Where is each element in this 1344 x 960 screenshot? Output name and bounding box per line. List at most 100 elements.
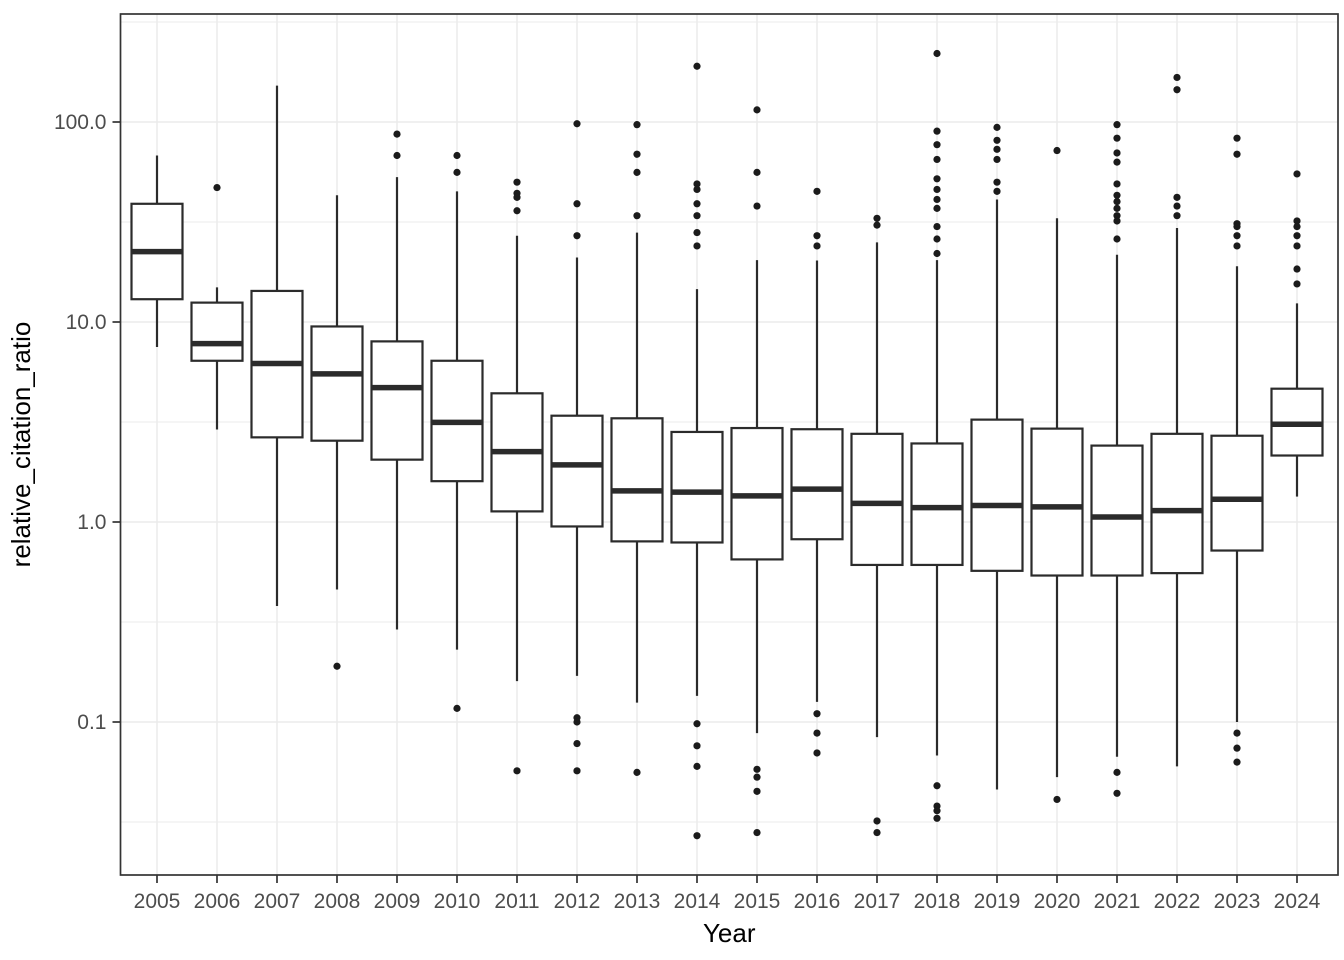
- iqr-box: [1150, 432, 1204, 575]
- outlier-point: [1053, 795, 1061, 804]
- outlier-point: [933, 175, 941, 183]
- outlier-point: [1233, 729, 1241, 737]
- outlier-point: [453, 704, 461, 712]
- outlier-point: [993, 155, 1001, 164]
- boxplot-year-2013: [610, 121, 664, 776]
- outlier-point: [513, 767, 521, 775]
- outlier-point: [1113, 149, 1121, 157]
- x-axis-tick-label: 2014: [674, 890, 721, 913]
- outlier-point: [813, 729, 821, 737]
- outlier-point: [1293, 170, 1301, 178]
- outlier-point: [993, 136, 1001, 144]
- x-axis-tick-label: 2011: [494, 890, 539, 913]
- outlier-point: [633, 168, 641, 176]
- x-axis-tick-label: 2009: [374, 890, 421, 913]
- outlier-point: [393, 151, 401, 160]
- outlier-point: [693, 62, 701, 70]
- outlier-point: [1173, 73, 1181, 82]
- x-axis-tick-label: 2012: [554, 890, 601, 913]
- iqr-box: [1090, 444, 1144, 577]
- outlier-point: [993, 187, 1001, 195]
- outlier-point: [753, 168, 761, 176]
- y-axis-tick-label: 1.0: [77, 511, 106, 534]
- outlier-point: [753, 787, 761, 795]
- boxplot-year-2007: [250, 85, 304, 607]
- boxplot-year-2008: [310, 195, 364, 670]
- x-axis-tick-label: 2020: [1034, 890, 1081, 913]
- boxplot-year-2022: [1150, 73, 1204, 767]
- outlier-point: [1113, 121, 1121, 129]
- y-axis-tick-label: 0.1: [77, 711, 106, 734]
- outlier-point: [693, 228, 701, 237]
- outlier-point: [1173, 212, 1181, 220]
- boxplot-year-2018: [910, 49, 964, 822]
- iqr-box: [910, 442, 964, 567]
- x-axis-tick-label: 2019: [974, 890, 1021, 913]
- outlier-point: [693, 720, 701, 728]
- boxplot-year-2024: [1270, 170, 1324, 497]
- iqr-box: [1030, 427, 1084, 577]
- outlier-point: [753, 773, 761, 781]
- outlier-point: [333, 662, 341, 670]
- outlier-point: [573, 200, 581, 208]
- boxplot-year-2015: [730, 106, 784, 837]
- outlier-point: [513, 207, 521, 215]
- outlier-point: [633, 768, 641, 776]
- outlier-point: [633, 212, 641, 220]
- outlier-point: [813, 242, 821, 250]
- boxplot-year-2010: [430, 151, 484, 712]
- x-axis-tick-label: 2016: [794, 890, 841, 913]
- outlier-point: [1233, 222, 1241, 231]
- iqr-box: [550, 414, 604, 528]
- outlier-point: [753, 828, 761, 837]
- x-axis-tick-label: 2010: [434, 890, 481, 913]
- x-axis-tick-label: 2023: [1214, 890, 1261, 913]
- outlier-point: [873, 828, 881, 837]
- outlier-point: [693, 185, 701, 194]
- outlier-point: [633, 121, 641, 129]
- outlier-point: [393, 130, 401, 138]
- outlier-point: [1113, 217, 1121, 225]
- boxplot-year-2011: [490, 178, 544, 775]
- outlier-point: [513, 193, 521, 201]
- outlier-point: [753, 765, 761, 773]
- outlier-point: [993, 123, 1001, 131]
- boxplot-year-2017: [850, 214, 904, 837]
- boxplot-year-2021: [1090, 121, 1144, 797]
- y-axis-tick-label: 10.0: [66, 311, 107, 334]
- iqr-box: [190, 301, 244, 362]
- iqr-box: [370, 340, 424, 461]
- iqr-box: [610, 417, 664, 543]
- boxplot-year-2020: [1030, 146, 1084, 804]
- outlier-point: [1113, 204, 1121, 212]
- outlier-point: [693, 212, 701, 220]
- boxplot-year-2006: [190, 183, 244, 430]
- outlier-point: [573, 120, 581, 128]
- outlier-point: [933, 49, 941, 58]
- boxplot-year-2005: [130, 155, 184, 347]
- x-axis-tick-label: 2006: [194, 890, 241, 913]
- outlier-point: [1173, 193, 1181, 201]
- outlier-point: [693, 200, 701, 208]
- outlier-point: [1113, 191, 1121, 199]
- panel-border: [119, 13, 1339, 876]
- outlier-point: [753, 202, 761, 210]
- outlier-point: [1053, 146, 1061, 155]
- outlier-point: [1173, 202, 1181, 210]
- boxplot-year-2016: [790, 187, 844, 757]
- outlier-point: [1233, 150, 1241, 158]
- outlier-point: [1113, 235, 1121, 243]
- outlier-point: [1173, 86, 1181, 94]
- iqr-box: [790, 428, 844, 541]
- outlier-point: [1113, 789, 1121, 797]
- x-axis-tick-label: 2005: [134, 890, 181, 913]
- outlier-point: [933, 222, 941, 231]
- outlier-point: [933, 204, 941, 212]
- boxplot-layer: [130, 49, 1324, 840]
- outlier-point: [573, 767, 581, 775]
- outlier-point: [693, 242, 701, 250]
- outlier-point: [873, 214, 881, 222]
- outlier-point: [693, 742, 701, 750]
- boxplot-year-2023: [1210, 134, 1264, 766]
